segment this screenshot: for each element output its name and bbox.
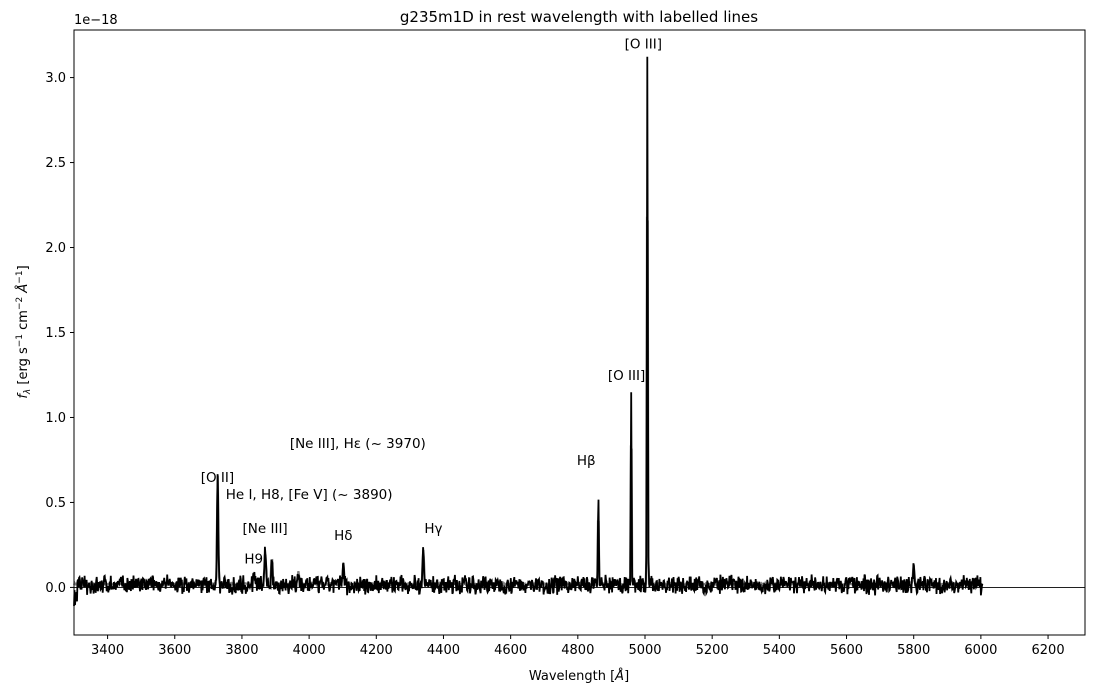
x-axis-label: Wavelength [Å]: [529, 668, 629, 684]
y-tick-label: 1.5: [45, 326, 66, 341]
x-tick-label: 5200: [696, 643, 729, 658]
x-tick-label: 3600: [158, 643, 191, 658]
line-annotation: [Ne III], Hε (~ 3970): [290, 436, 426, 452]
x-tick-label: 4200: [360, 643, 393, 658]
x-tick-label: 4400: [427, 643, 460, 658]
plot-area: 3400 3600 3800 4000 4200 4400 4600 4800 5000 5200…: [45, 29, 1086, 658]
x-tick-label: 4600: [494, 643, 527, 658]
y-scale-label: 1e−18: [74, 13, 118, 28]
y-tick-label: 0.0: [45, 581, 66, 596]
line-annotation: H9: [244, 552, 263, 568]
spectrum-series-line: [73, 56, 984, 607]
line-annotation: [O III]: [608, 368, 645, 384]
x-tick-label: 5800: [897, 643, 930, 658]
x-tick-label: 4800: [561, 643, 594, 658]
line-annotation: Hγ: [424, 521, 442, 537]
x-tick-label: 3800: [225, 643, 258, 658]
x-tick-label: 6000: [964, 643, 997, 658]
x-tick-label: 5600: [830, 643, 863, 658]
x-tick-label: 6200: [1032, 643, 1065, 658]
y-tick-label: 2.0: [45, 241, 66, 256]
x-tick-label: 4000: [293, 643, 326, 658]
line-annotation: Hβ: [577, 453, 596, 469]
plot-frame: [73, 29, 1086, 636]
line-annotation: [O III]: [625, 37, 662, 53]
y-axis-label: fλ [erg s−1 cm−2 Å−1]: [15, 265, 33, 398]
x-tick-label: 3400: [91, 643, 124, 658]
x-tick-label: 5000: [628, 643, 661, 658]
y-tick-label: 0.5: [45, 496, 66, 511]
chart-title: g235m1D in rest wavelength with labelled…: [400, 8, 758, 26]
line-annotation: [Ne III]: [243, 521, 288, 537]
line-annotation: He I, H8, [Fe V] (~ 3890): [226, 487, 393, 503]
y-tick-label: 3.0: [45, 71, 66, 86]
x-tick-label: 5400: [763, 643, 796, 658]
line-annotation: [O II]: [201, 470, 234, 486]
y-tick-label: 2.5: [45, 156, 66, 171]
line-annotation: Hδ: [334, 528, 352, 544]
model-series-line: [72, 216, 983, 588]
y-tick-label: 1.0: [45, 411, 66, 426]
